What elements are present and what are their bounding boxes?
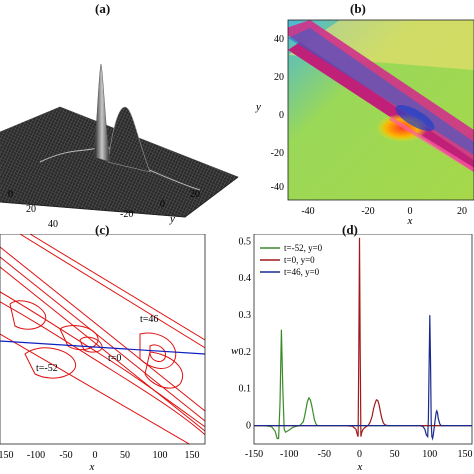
series-line-3 — [254, 315, 472, 441]
axis-d-x-tick: -150 — [245, 449, 263, 460]
panel-label-a: (a) — [95, 1, 111, 16]
legend-label: t=46, y=0 — [284, 267, 320, 277]
axis-c-x-tick: -50 — [59, 450, 72, 461]
axis-d-x-tick: 0 — [357, 449, 362, 460]
panel-a-surface-plot: 0 20 40 -20 0 20 y — [0, 63, 239, 230]
axis-a-y-label: y — [169, 213, 175, 225]
axis-d-y-tick: 0 — [246, 421, 251, 432]
axis-c-x-tick: 150 — [185, 450, 200, 461]
panel-b-density-plot: 40 20 0 -20 -40 y -40 -20 0 20 x — [255, 19, 474, 227]
axis-d-y-label: w — [231, 345, 239, 357]
axis-c-x-tick: 150 — [0, 450, 14, 461]
axis-b-x-tick: 20 — [457, 206, 467, 217]
contour-blue-line — [0, 340, 206, 355]
axis-b-y-label: y — [255, 101, 261, 113]
axis-c-x-tick: 100 — [153, 450, 168, 461]
panel-d-line-plot: 0.5 0.4 0.3 0.2 0.1 0 w -150 -100 -50 0 … — [231, 234, 472, 473]
panel-label-b: (b) — [350, 1, 366, 16]
axis-b-x-label: x — [407, 215, 413, 227]
axis-c-x-tick: 50 — [120, 450, 130, 461]
central-cold — [395, 105, 435, 131]
axis-d-x-label: x — [357, 461, 363, 473]
axis-b-x-tick: -20 — [361, 206, 374, 217]
annotation-t-52: t=-52 — [36, 363, 58, 374]
axis-b-x-tick: -40 — [301, 206, 314, 217]
axis-d-x-tick: 50 — [390, 449, 400, 460]
panel-c-contour-plot: t=46 t=0 t=-52 150 -100 -50 0 50 100 150… — [0, 234, 206, 473]
axis-d-x-tick: -100 — [280, 449, 298, 460]
panel-label-d: (d) — [342, 222, 358, 237]
axis-a-y-tick: 0 — [160, 199, 165, 210]
axis-c-x-tick: -100 — [27, 450, 45, 461]
axis-b-y-tick: 40 — [274, 34, 284, 45]
axis-d-y-tick: 0.3 — [239, 310, 252, 321]
annotation-t46: t=46 — [140, 314, 158, 325]
axis-a-x-tick: 40 — [48, 219, 58, 230]
axis-b-y-tick: 0 — [279, 110, 284, 121]
axis-a-x-tick: 0 — [8, 189, 13, 200]
axis-a-y-tick: 20 — [190, 189, 200, 200]
axis-c-x-tick: 0 — [93, 450, 98, 461]
panel-label-c: (c) — [95, 222, 110, 237]
legend-label: t=0, y=0 — [284, 255, 315, 265]
axis-b-x-tick: 0 — [408, 206, 413, 217]
axis-b-y-tick: -20 — [271, 148, 284, 159]
axis-a-x-tick: 20 — [26, 204, 36, 215]
annotation-t0: t=0 — [108, 353, 121, 364]
axis-d-x-tick: 100 — [422, 449, 437, 460]
axis-a-y-tick: -20 — [120, 209, 133, 220]
axis-d-y-tick: 0.1 — [239, 384, 252, 395]
axis-d-y-tick: 0.4 — [239, 273, 252, 284]
axis-d-x-tick: 150 — [457, 449, 472, 460]
axis-d-y-tick: 0.2 — [239, 347, 252, 358]
legend-label: t=-52, y=0 — [284, 243, 323, 253]
surface-peak — [93, 63, 111, 163]
axis-b-y-tick: -40 — [271, 182, 284, 193]
axis-b-y-tick: 20 — [274, 72, 284, 83]
axis-c-x-label: x — [89, 461, 95, 473]
surface-peak-side — [107, 106, 151, 173]
axis-d-x-tick: -50 — [318, 449, 331, 460]
surface-front-dip — [0, 176, 239, 218]
axis-d-y-tick: 0.5 — [239, 236, 252, 247]
